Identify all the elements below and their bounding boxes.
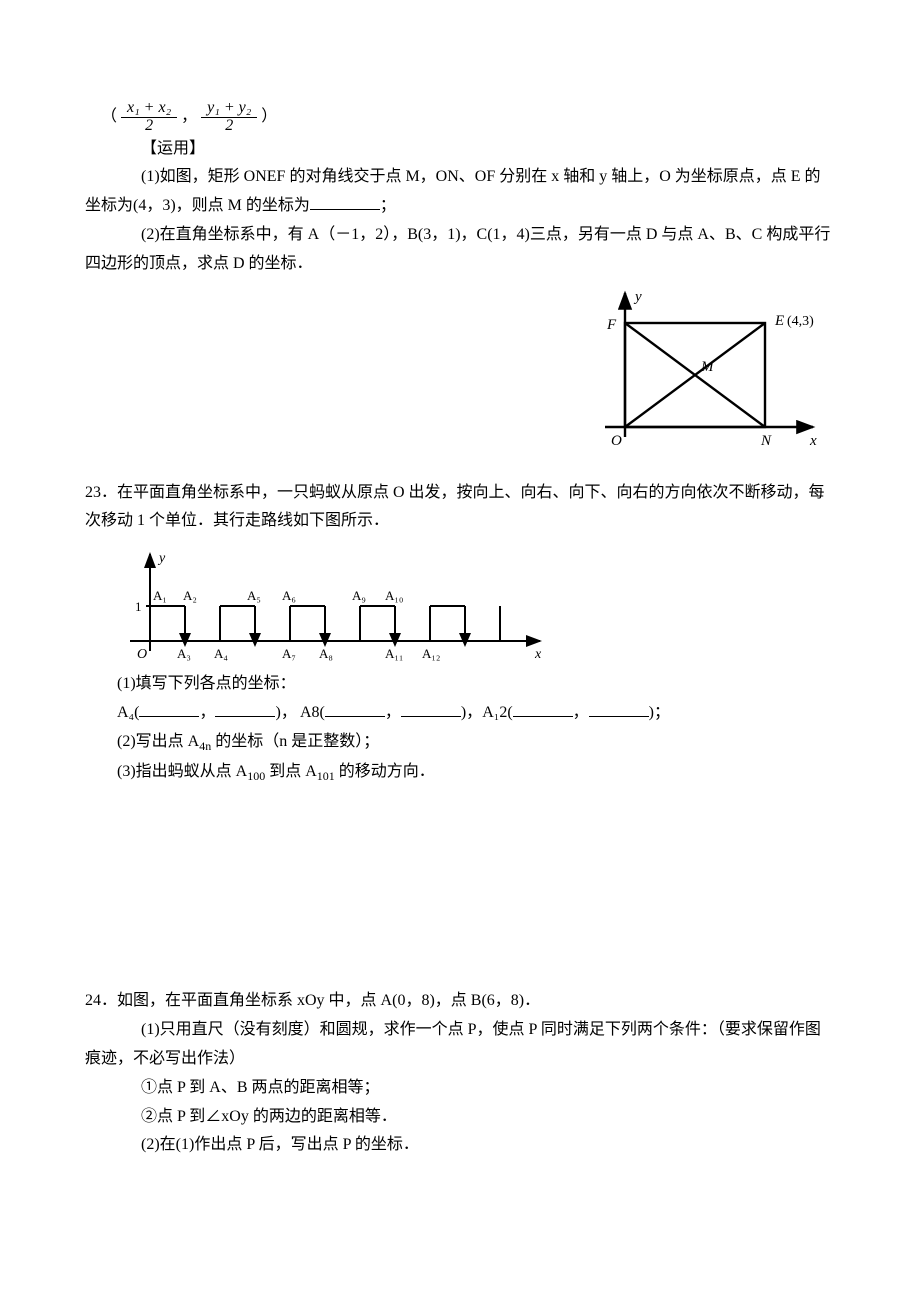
p23-q3-sub1: 100 [247,769,265,783]
lblA12: A₁₂ [422,646,440,661]
p22-svg: O N F E (4,3) M x y [595,287,825,447]
lblA4: A₄ [214,646,228,661]
blank6 [589,700,649,717]
p23-q3-tail: 的移动方向． [335,763,435,780]
p22-q1-text: (1)如图，矩形 ONEF 的对角线交于点 M，ON、OF 分别在 x 轴和 y… [85,168,821,214]
blank1 [139,700,199,717]
label-O: O [611,433,622,447]
p24-c1: ①点 P 到 A、B 两点的距离相等； [85,1074,835,1103]
p23-q1-blanks: A₄(，)， A8(，)，A₁2(，)； [85,699,835,728]
blank2 [215,700,275,717]
lblA8: A₈ [319,646,333,661]
p23-stem: 23．在平面直角坐标系中，一只蚂蚁从原点 O 出发，按向上、向右、向下、向右的方… [85,479,835,537]
q1-a12: A₁2 [482,704,507,721]
q1-a8: A8 [300,704,320,721]
label-F: F [606,317,617,333]
p23-ytick: 1 [135,599,142,614]
ant-path [150,606,500,641]
p24-stem: 24．如图，在平面直角坐标系 xOy 中，点 A(0，8)，点 B(6，8)． [85,987,835,1016]
frac1-num: x₁ + x₂ [121,100,177,118]
p23-q3a: (3)指出蚂蚁从点 A [117,763,247,780]
lblA11: A₁₁ [385,646,403,661]
lblA10: A₁₀ [385,588,403,603]
q1-tail: ； [654,704,670,721]
frac2-num: y₁ + y₂ [201,100,257,118]
p22-q1-blank [310,193,380,210]
formula-comma: ， [181,108,197,125]
p22-q2: (2)在直角坐标系中，有 A（－1，2），B(3，1)，C(1，4)三点，另有一… [85,221,835,279]
p23-y: y [157,551,166,566]
p24-c2: ②点 P 到∠xOy 的两边的距离相等． [85,1103,835,1132]
lblA9: A₉ [352,588,366,603]
p23-q2: (2)写出点 A4n 的坐标（n 是正整数）； [85,728,835,758]
q1-a4: A₄ [117,704,134,721]
blank4 [401,700,461,717]
lblA2: A₂ [183,588,197,603]
p23-q2b: 的坐标（n 是正整数）； [211,733,379,750]
label-E: E [774,313,784,329]
p23-q3: (3)指出蚂蚁从点 A100 到点 A101 的移动方向． [85,758,835,788]
p23-q1-lead: (1)填写下列各点的坐标： [85,670,835,699]
p24-q2: (2)在(1)作出点 P 后，写出点 P 的坐标． [85,1131,835,1160]
fraction-x: x₁ + x₂ 2 [121,100,177,135]
blank5 [513,700,573,717]
p23-q2-sub: 4n [199,739,211,753]
open-paren: （ [101,108,117,125]
p23-q3-sub2: 101 [317,769,335,783]
p23-q2a: (2)写出点 A [117,733,199,750]
lblA5: A₅ [247,588,261,603]
midpoint-formula: （ x₁ + x₂ 2 ， y₁ + y₂ 2 ） [101,100,835,135]
p22-figure: O N F E (4,3) M x y [595,287,825,447]
p23-q3-mid: 到点 A [265,763,317,780]
p23-x: x [534,647,542,662]
lblA6: A₆ [282,588,296,603]
p23-O: O [137,647,147,662]
axis-x-label: x [809,433,817,447]
p23-figure: O 1 y x A₁ A₂ A₃ A₄ A₅ A₆ A₇ A₈ A₉ A₁₀ A… [115,546,835,666]
lblA7: A₇ [282,646,296,661]
axis-y-label: y [633,289,642,305]
p23-svg: O 1 y x A₁ A₂ A₃ A₄ A₅ A₆ A₇ A₈ A₉ A₁₀ A… [115,546,555,666]
close-paren: ） [261,108,277,125]
frac1-den: 2 [121,118,177,135]
p22-q1-line: (1)如图，矩形 ONEF 的对角线交于点 M，ON、OF 分别在 x 轴和 y… [85,163,835,221]
lblA3: A₃ [177,646,191,661]
label-M: M [700,359,715,375]
p22-heading: 【运用】 [85,135,835,164]
label-E-coord: (4,3) [787,314,814,329]
label-N: N [760,433,772,447]
frac2-den: 2 [201,118,257,135]
p24-q1: (1)只用直尺（没有刻度）和圆规，求作一个点 P，使点 P 同时满足下列两个条件… [85,1016,835,1074]
p22-q1-tail: ； [380,197,396,214]
lblA1: A₁ [153,588,167,603]
blank3 [325,700,385,717]
fraction-y: y₁ + y₂ 2 [201,100,257,135]
